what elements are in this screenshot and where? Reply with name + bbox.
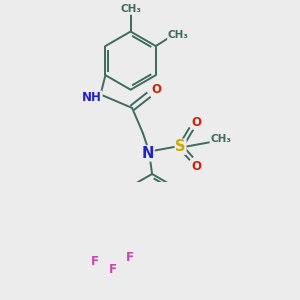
Text: O: O xyxy=(191,160,201,172)
Text: CH₃: CH₃ xyxy=(120,4,141,14)
Text: S: S xyxy=(175,139,186,154)
Text: N: N xyxy=(142,146,154,161)
Text: F: F xyxy=(109,263,117,276)
Text: CH₃: CH₃ xyxy=(168,30,189,40)
Text: F: F xyxy=(91,255,99,268)
Text: NH: NH xyxy=(82,91,102,104)
Text: O: O xyxy=(191,116,201,129)
Text: F: F xyxy=(126,250,134,263)
Text: CH₃: CH₃ xyxy=(210,134,231,144)
Text: O: O xyxy=(151,83,161,96)
